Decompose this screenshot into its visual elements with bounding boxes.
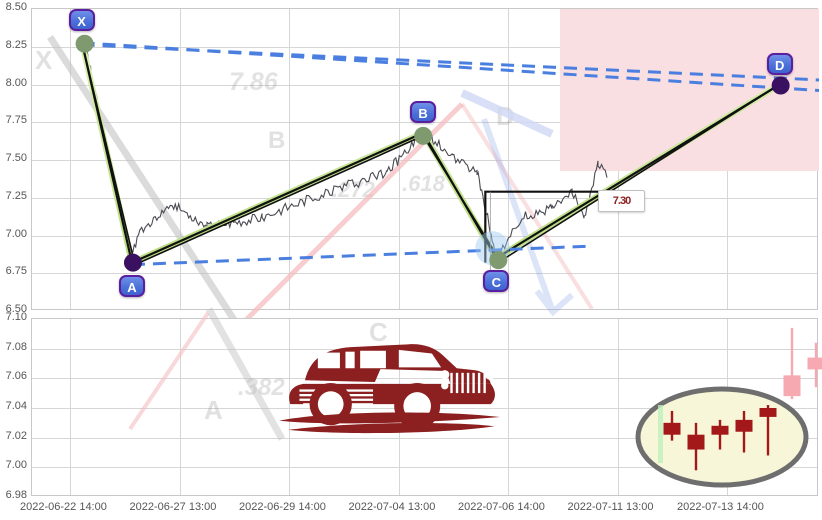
- candle-body[interactable]: [663, 422, 681, 435]
- gridline: [32, 84, 817, 86]
- gridline: [70, 319, 71, 495]
- gridline: [32, 160, 817, 161]
- main-y-tick-label: 6.50: [5, 303, 27, 315]
- pattern-point-label-a[interactable]: A: [118, 274, 145, 297]
- ghost-down-arrow: [481, 117, 575, 317]
- price-line: [81, 40, 608, 269]
- gridline: [32, 467, 817, 469]
- pattern-point-dots: [75, 34, 790, 272]
- sub-chart-svg: [128, 307, 822, 488]
- ghost-guide-pink-2: [460, 102, 594, 311]
- candlestick-series: [658, 327, 822, 471]
- pattern-point-dot-d[interactable]: [771, 76, 790, 95]
- pattern-point-dot-c[interactable]: [489, 251, 508, 270]
- projection-lines: [81, 41, 820, 267]
- ghost-guide-blue: [460, 89, 554, 138]
- gridline: [289, 9, 290, 309]
- sub-y-tick-label: 7.08: [5, 340, 27, 353]
- ghost-guide-line: [47, 35, 243, 331]
- x-tick-label: 2022-06-27 13:00: [129, 501, 217, 513]
- x-tick-label: 2022-06-22 14:00: [20, 501, 107, 513]
- main-y-tick-label: 8.50: [5, 1, 27, 13]
- x-tick-label: 2022-06-29 14:00: [239, 501, 326, 513]
- main-y-tick-label: 8.25: [5, 38, 27, 51]
- gridline: [32, 197, 817, 199]
- highlight-ellipse: [635, 386, 809, 488]
- main-price-panel[interactable]: X B D 7.86 .272 .618 sell: [31, 8, 820, 331]
- candle-body[interactable]: [711, 425, 729, 435]
- gridline: [70, 9, 71, 309]
- sub-y-tick-label: 7.00: [5, 459, 27, 472]
- candle-body[interactable]: [687, 434, 705, 450]
- pattern-point-dot-x[interactable]: [75, 34, 94, 53]
- gridline: [179, 9, 181, 309]
- gridline: [179, 319, 181, 495]
- candle-marker-green: [658, 405, 663, 463]
- gridline: [508, 319, 509, 495]
- main-y-tick-label: 6.75: [5, 265, 27, 278]
- gridline: [508, 9, 509, 309]
- pattern-point-label-c[interactable]: C: [483, 270, 510, 293]
- target-box: [484, 190, 624, 263]
- candle-body[interactable]: [735, 419, 753, 432]
- main-chart-svg: [47, 9, 820, 331]
- price-tag[interactable]: 7.30: [598, 190, 645, 212]
- x-tick-label: 2022-07-13 14:00: [677, 501, 764, 513]
- sub-y-tick-label: 6.98: [5, 489, 27, 501]
- sub-indicator-panel[interactable]: C A .382: [31, 307, 822, 496]
- pattern-point-dot-a[interactable]: [123, 253, 142, 272]
- main-y-tick-label: 7.75: [5, 114, 27, 127]
- vehicle-graphic: [279, 344, 500, 434]
- main-y-tick-label: 8.00: [5, 76, 27, 89]
- ghost-guide-line-sub: [205, 307, 286, 441]
- main-y-tick-label: 7.50: [5, 152, 27, 164]
- sub-y-tick-label: 7.10: [5, 311, 27, 323]
- sub-y-tick-label: 7.02: [5, 429, 27, 442]
- price-tag-text: 7.30: [612, 195, 631, 207]
- gridline: [617, 319, 619, 495]
- sub-y-tick-label: 7.04: [5, 400, 27, 412]
- x-tick-label: 2022-07-06 14:00: [458, 501, 545, 513]
- x-tick-label: 2022-07-04 13:00: [348, 501, 436, 513]
- gridline: [289, 319, 290, 495]
- main-y-tick-label: 7.25: [5, 189, 27, 202]
- pattern-point-label-x[interactable]: X: [68, 8, 95, 31]
- gridline: [32, 235, 817, 237]
- x-tick-label: 2022-07-11 13:00: [567, 501, 654, 513]
- gridline: [32, 437, 817, 439]
- ghost-guide-pink-sub: [128, 311, 210, 431]
- gridline: [32, 273, 817, 275]
- gridline: [32, 46, 817, 48]
- pattern-point-dot-b[interactable]: [414, 126, 433, 145]
- pattern-point-label-b[interactable]: B: [410, 100, 437, 123]
- gridline: [32, 378, 817, 380]
- sub-y-tick-label: 7.06: [5, 370, 27, 383]
- candle-body[interactable]: [759, 408, 777, 417]
- pattern-point-label-d[interactable]: D: [766, 52, 793, 75]
- candle-body[interactable]: [807, 357, 822, 370]
- candle-body[interactable]: [783, 375, 801, 397]
- main-y-tick-label: 7.00: [5, 227, 27, 240]
